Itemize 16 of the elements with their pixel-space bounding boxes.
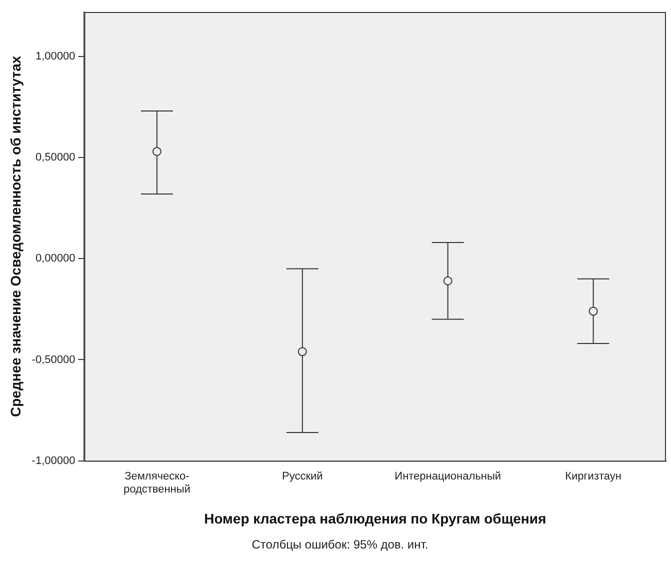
y-tick-label: -0,50000 — [32, 354, 76, 366]
point — [443, 276, 452, 286]
x-tick-label: Интернациональный — [394, 470, 502, 482]
x-tick-label: Киргизтаун — [565, 470, 622, 482]
point — [152, 146, 162, 156]
y-tick-label: -1,00000 — [32, 454, 76, 467]
y-tick-label: 0,50000 — [35, 152, 76, 164]
text: Столбцы ошибок: 95% дов. инт. — [252, 537, 428, 552]
x-tick-label: Земляческо-родственный — [123, 470, 190, 496]
y-axis-title: Среднее значение Осведомленность об институтах — [7, 56, 24, 417]
point — [588, 306, 598, 316]
y-tick-label: 0,00000 — [35, 252, 76, 265]
x-tick-label: Русский — [282, 470, 323, 482]
y-tick-label: 1,00000 — [35, 50, 76, 63]
point — [298, 347, 307, 356]
x-axis-title: Номер кластера наблюдения по Кругам общения — [204, 510, 546, 526]
